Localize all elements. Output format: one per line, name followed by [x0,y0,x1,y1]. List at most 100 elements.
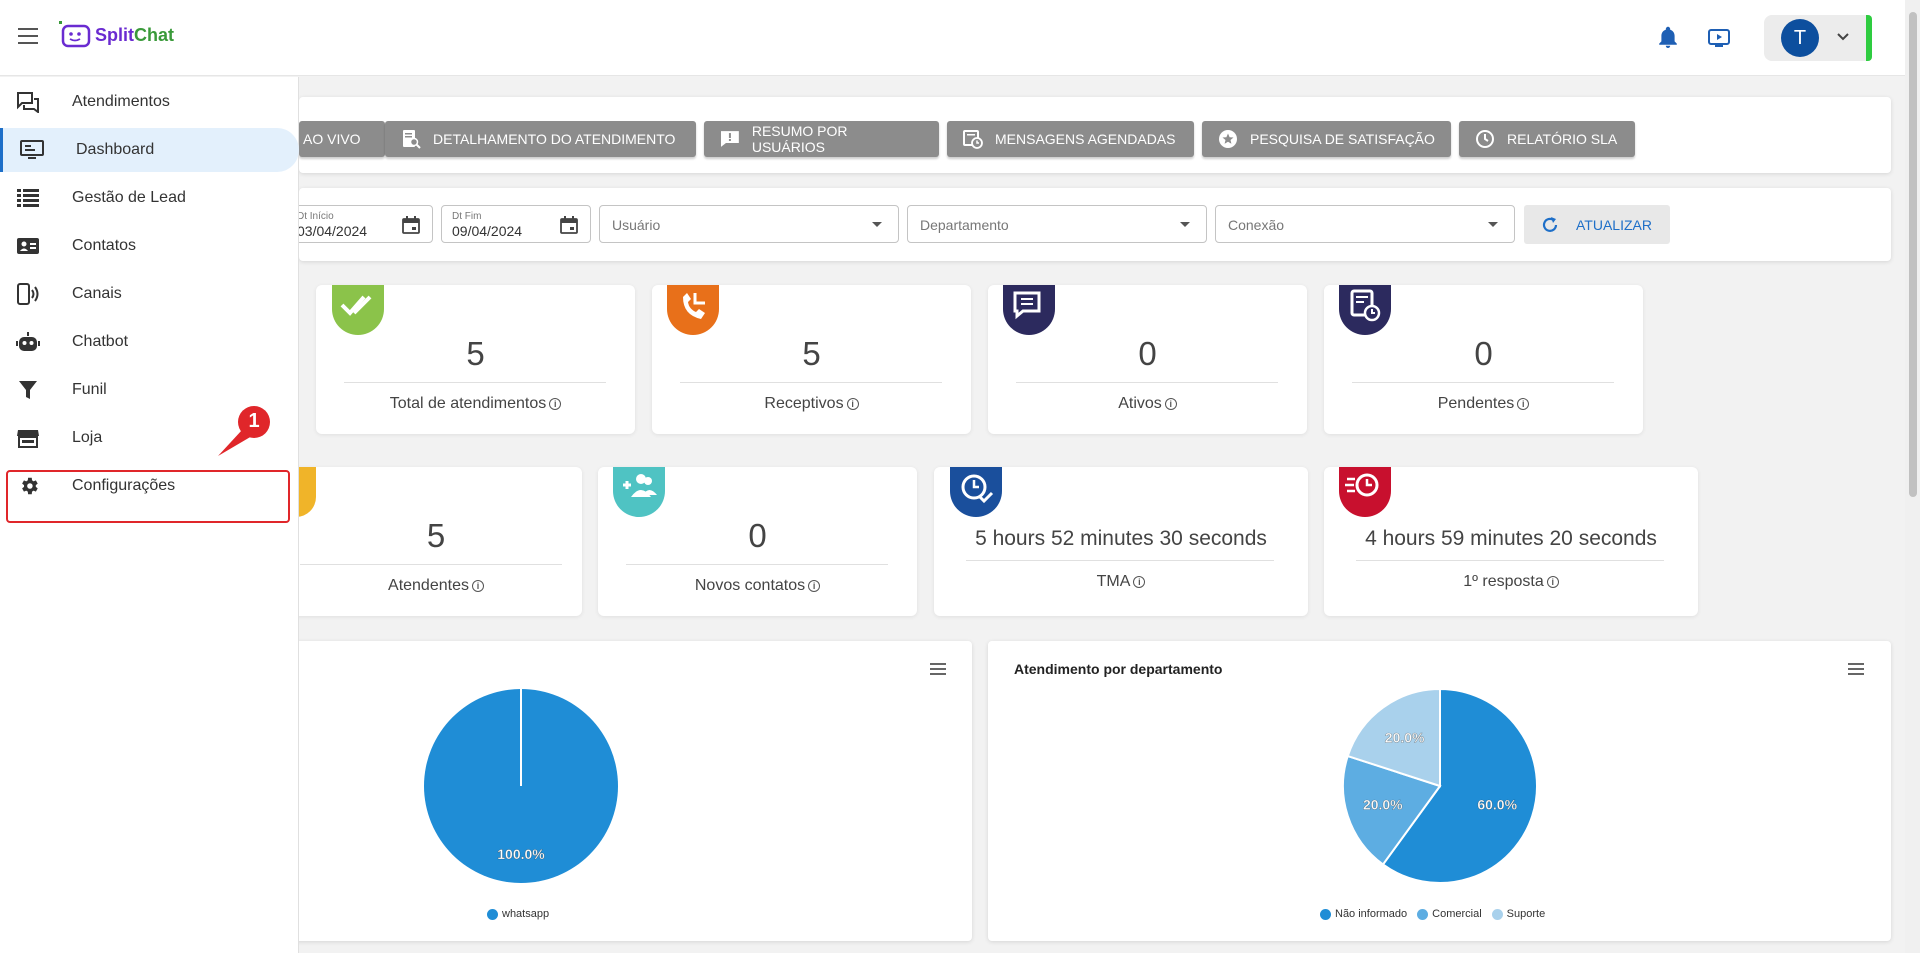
table-list-icon [17,189,39,207]
tab-resumo-usuarios[interactable]: RESUMO POR USUÁRIOS [704,121,939,157]
connection-select[interactable]: Conexão [1215,205,1515,243]
stat-value: 0 [1474,335,1493,372]
calendar-icon[interactable] [560,216,578,234]
tab-label: RELATÓRIO SLA [1507,131,1618,147]
stat-label: Ativos i [988,395,1307,413]
dropdown-arrow-icon [1180,222,1190,227]
status-indicator [1866,15,1872,61]
scrollbar-thumb[interactable] [1909,12,1917,497]
divider [966,560,1274,561]
sidebar-item-label: Gestão de Lead [72,189,186,206]
funnel-icon [19,381,37,399]
add-users-icon [613,467,665,517]
tab-mensagens-agendadas[interactable]: MENSAGENS AGENDADAS [947,121,1194,157]
logo[interactable]: SplitChat [57,20,174,50]
gear-icon [22,477,38,495]
sidebar-item-chatbot[interactable]: Chatbot [0,320,299,364]
double-check-icon [332,285,384,335]
stat-value: 0 [748,517,767,554]
info-icon[interactable]: i [808,579,821,592]
clock-icon [1476,130,1494,148]
start-date-label: Dt Início [297,211,334,222]
sidebar-item-loja[interactable]: Loja [0,416,299,460]
chart-title: Atendimento por departamento [1014,661,1223,677]
pending-document-icon [1339,285,1391,335]
schedule-message-icon [963,130,983,149]
stat-label: Receptivos i [652,395,971,413]
sidebar-item-label: Atendimentos [72,93,170,110]
stat-label: 1º resposta i [1324,573,1698,591]
dropdown-arrow-icon [872,222,882,227]
legend-item[interactable]: Não informado [1320,908,1407,920]
divider [1016,382,1278,383]
user-select[interactable]: Usuário [599,205,899,243]
legend-item[interactable]: whatsapp [487,908,549,920]
stat-value: 4 hours 59 minutes 20 seconds [1365,527,1657,550]
divider [1352,382,1614,383]
sidebar-item-label: Chatbot [72,333,129,350]
pie-data-label: 100.0% [497,846,545,862]
tab-label: DETALHAMENTO DO ATENDIMENTO [433,131,676,147]
info-icon[interactable]: i [471,579,484,592]
chart-menu-icon[interactable] [1848,663,1864,675]
logo-icon [59,21,91,48]
menu-icon[interactable] [18,28,38,44]
scrollbar[interactable] [1905,0,1920,953]
highlight-annotation [6,470,290,523]
pie-chart: 100.0% [424,689,618,883]
pie-slice[interactable] [1381,687,1538,884]
chart-menu-icon[interactable] [930,663,946,675]
legend-item[interactable]: Comercial [1417,908,1482,920]
tab-pesquisa-satisfacao[interactable]: PESQUISA DE SATISFAÇÃO [1202,121,1451,157]
chevron-down-icon [1837,33,1849,41]
info-icon[interactable]: i [846,397,859,410]
department-select[interactable]: Departamento [907,205,1207,243]
calendar-icon[interactable] [402,216,420,234]
legend-label: Não informado [1335,908,1408,920]
stat-value: 5 [466,335,485,372]
video-icon[interactable] [1707,26,1731,50]
sidebar-item-funil[interactable]: Funil [0,368,299,412]
star-icon [1219,130,1237,148]
sidebar-item-contatos[interactable]: Contatos [0,224,299,268]
sidebar-item-configuracoes[interactable]: Configurações [0,464,299,508]
legend-marker [1491,908,1503,920]
sidebar-item-label: Loja [72,429,103,446]
tab-label: MENSAGENS AGENDADAS [995,131,1176,147]
pie-data-label: 60.0% [1477,797,1517,813]
start-date-field[interactable]: Dt Início 03/04/2024 [290,205,433,243]
pie-slice[interactable] [1346,687,1441,788]
chart-card-departamento: Atendimento por departamento 60.0% 20.0% 2… [988,641,1891,941]
user-menu[interactable]: T [1764,15,1872,61]
stat-label: Pendentes i [1324,395,1643,413]
sidebar-item-label: Canais [72,285,122,302]
info-icon[interactable]: i [1133,575,1146,588]
pie-data-label: 20.0% [1363,797,1403,813]
legend-item[interactable]: Suporte [1491,908,1545,920]
phone-signal-icon [17,283,39,305]
sidebar-item-canais[interactable]: Canais [0,272,299,316]
tab-detalhamento[interactable]: DETALHAMENTO DO ATENDIMENTO [385,121,696,157]
info-icon[interactable]: i [1164,397,1177,410]
document-search-icon [403,130,421,149]
sidebar-item-dashboard[interactable]: Dashboard [0,128,299,172]
dropdown-arrow-icon [1488,222,1498,227]
refresh-button[interactable]: ATUALIZAR [1524,205,1670,244]
end-date-field[interactable]: Dt Fim 09/04/2024 [441,205,591,243]
info-icon[interactable]: i [1546,575,1559,588]
bell-icon[interactable] [1656,26,1680,50]
info-icon[interactable]: i [1517,397,1530,410]
info-icon[interactable]: i [549,397,562,410]
monitor-icon [20,140,44,159]
pie-slice[interactable] [1342,754,1442,866]
tab-ao-vivo[interactable]: AO VIVO [299,121,385,157]
legend-label: Comercial [1432,908,1482,920]
sidebar-item-atendimentos[interactable]: Atendimentos [0,80,299,124]
tab-label: AO VIVO [303,131,361,147]
sidebar-item-label: Funil [72,381,107,398]
department-select-placeholder: Departamento [920,217,1009,233]
refresh-label: ATUALIZAR [1576,217,1652,233]
tab-relatorio-sla[interactable]: RELATÓRIO SLA [1459,121,1635,157]
sidebar-item-gestao-de-lead[interactable]: Gestão de Lead [0,176,299,220]
refresh-icon [1542,217,1558,232]
